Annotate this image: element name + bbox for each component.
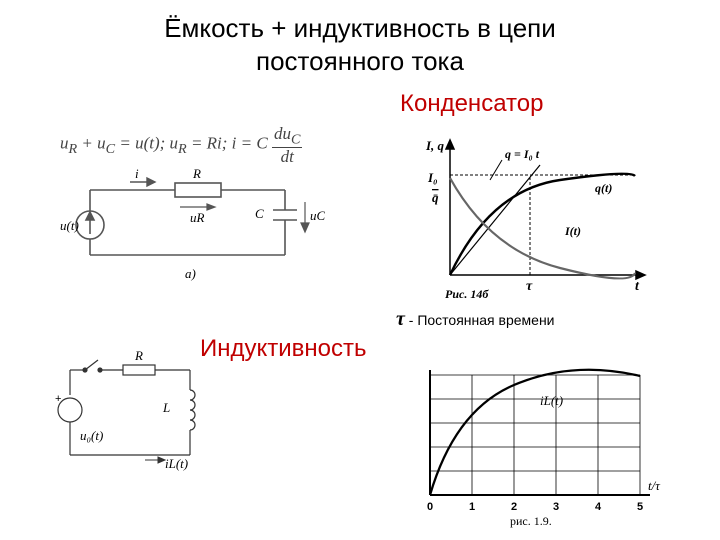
svg-text:I₀: I₀ bbox=[427, 170, 438, 185]
svg-text:u₀(t): u₀(t) bbox=[80, 428, 103, 443]
title-line-1: Ёмкость + индуктивность в цепи bbox=[164, 13, 556, 43]
svg-text:uR: uR bbox=[190, 210, 205, 225]
svg-text:iL(t): iL(t) bbox=[540, 393, 563, 408]
svg-text:iL(t): iL(t) bbox=[165, 456, 188, 471]
tau-note: τ - Постоянная времени bbox=[396, 308, 555, 331]
capacitor-graph: I, q I₀ q̄ q = I₀ t q(t) I(t) τ t Рис. 1… bbox=[410, 130, 660, 300]
svg-text:R: R bbox=[134, 348, 143, 363]
tau-text: - Постоянная времени bbox=[409, 312, 555, 328]
svg-text:4: 4 bbox=[595, 501, 602, 513]
svg-text:Рис. 14б: Рис. 14б bbox=[445, 287, 489, 300]
svg-text:t: t bbox=[635, 279, 640, 294]
svg-text:a): a) bbox=[185, 266, 196, 281]
svg-text:u(t): u(t) bbox=[60, 218, 79, 233]
svg-text:R: R bbox=[192, 166, 201, 181]
svg-text:2: 2 bbox=[511, 501, 517, 513]
svg-text:t/τ: t/τ bbox=[648, 478, 661, 493]
tau-symbol: τ bbox=[396, 308, 405, 330]
svg-text:C: C bbox=[255, 206, 264, 221]
svg-text:τ: τ bbox=[526, 279, 533, 294]
svg-text:0: 0 bbox=[427, 501, 433, 513]
rc-circuit-diagram: u(t) i R uR C uC a) bbox=[55, 160, 325, 290]
svg-text:q̄: q̄ bbox=[432, 190, 439, 205]
inductor-graph: iL(t) 0 1 2 3 4 5 t/τ рис. 1.9. bbox=[400, 355, 680, 530]
svg-text:рис. 1.9.: рис. 1.9. bbox=[510, 514, 552, 528]
svg-text:uC: uC bbox=[310, 208, 325, 223]
svg-text:3: 3 bbox=[553, 501, 559, 513]
svg-text:+: + bbox=[55, 393, 61, 405]
svg-text:1: 1 bbox=[469, 501, 475, 513]
capacitor-heading: Конденсатор bbox=[400, 90, 543, 118]
page-title: Ёмкость + индуктивность в цепи постоянно… bbox=[0, 0, 720, 77]
svg-text:q = I₀ t: q = I₀ t bbox=[505, 147, 540, 161]
svg-text:q(t): q(t) bbox=[595, 181, 612, 195]
equation-rc: uR + uC = u(t); uR = Ri; i = C duC dt bbox=[60, 125, 302, 165]
rl-circuit-diagram: + R L u₀(t) iL(t) bbox=[45, 340, 225, 490]
svg-text:5: 5 bbox=[637, 501, 643, 513]
svg-text:i: i bbox=[135, 166, 139, 181]
svg-text:I, q: I, q bbox=[425, 138, 445, 153]
svg-text:I(t): I(t) bbox=[564, 224, 581, 238]
title-line-2: постоянного тока bbox=[256, 46, 464, 76]
svg-text:L: L bbox=[162, 400, 170, 415]
